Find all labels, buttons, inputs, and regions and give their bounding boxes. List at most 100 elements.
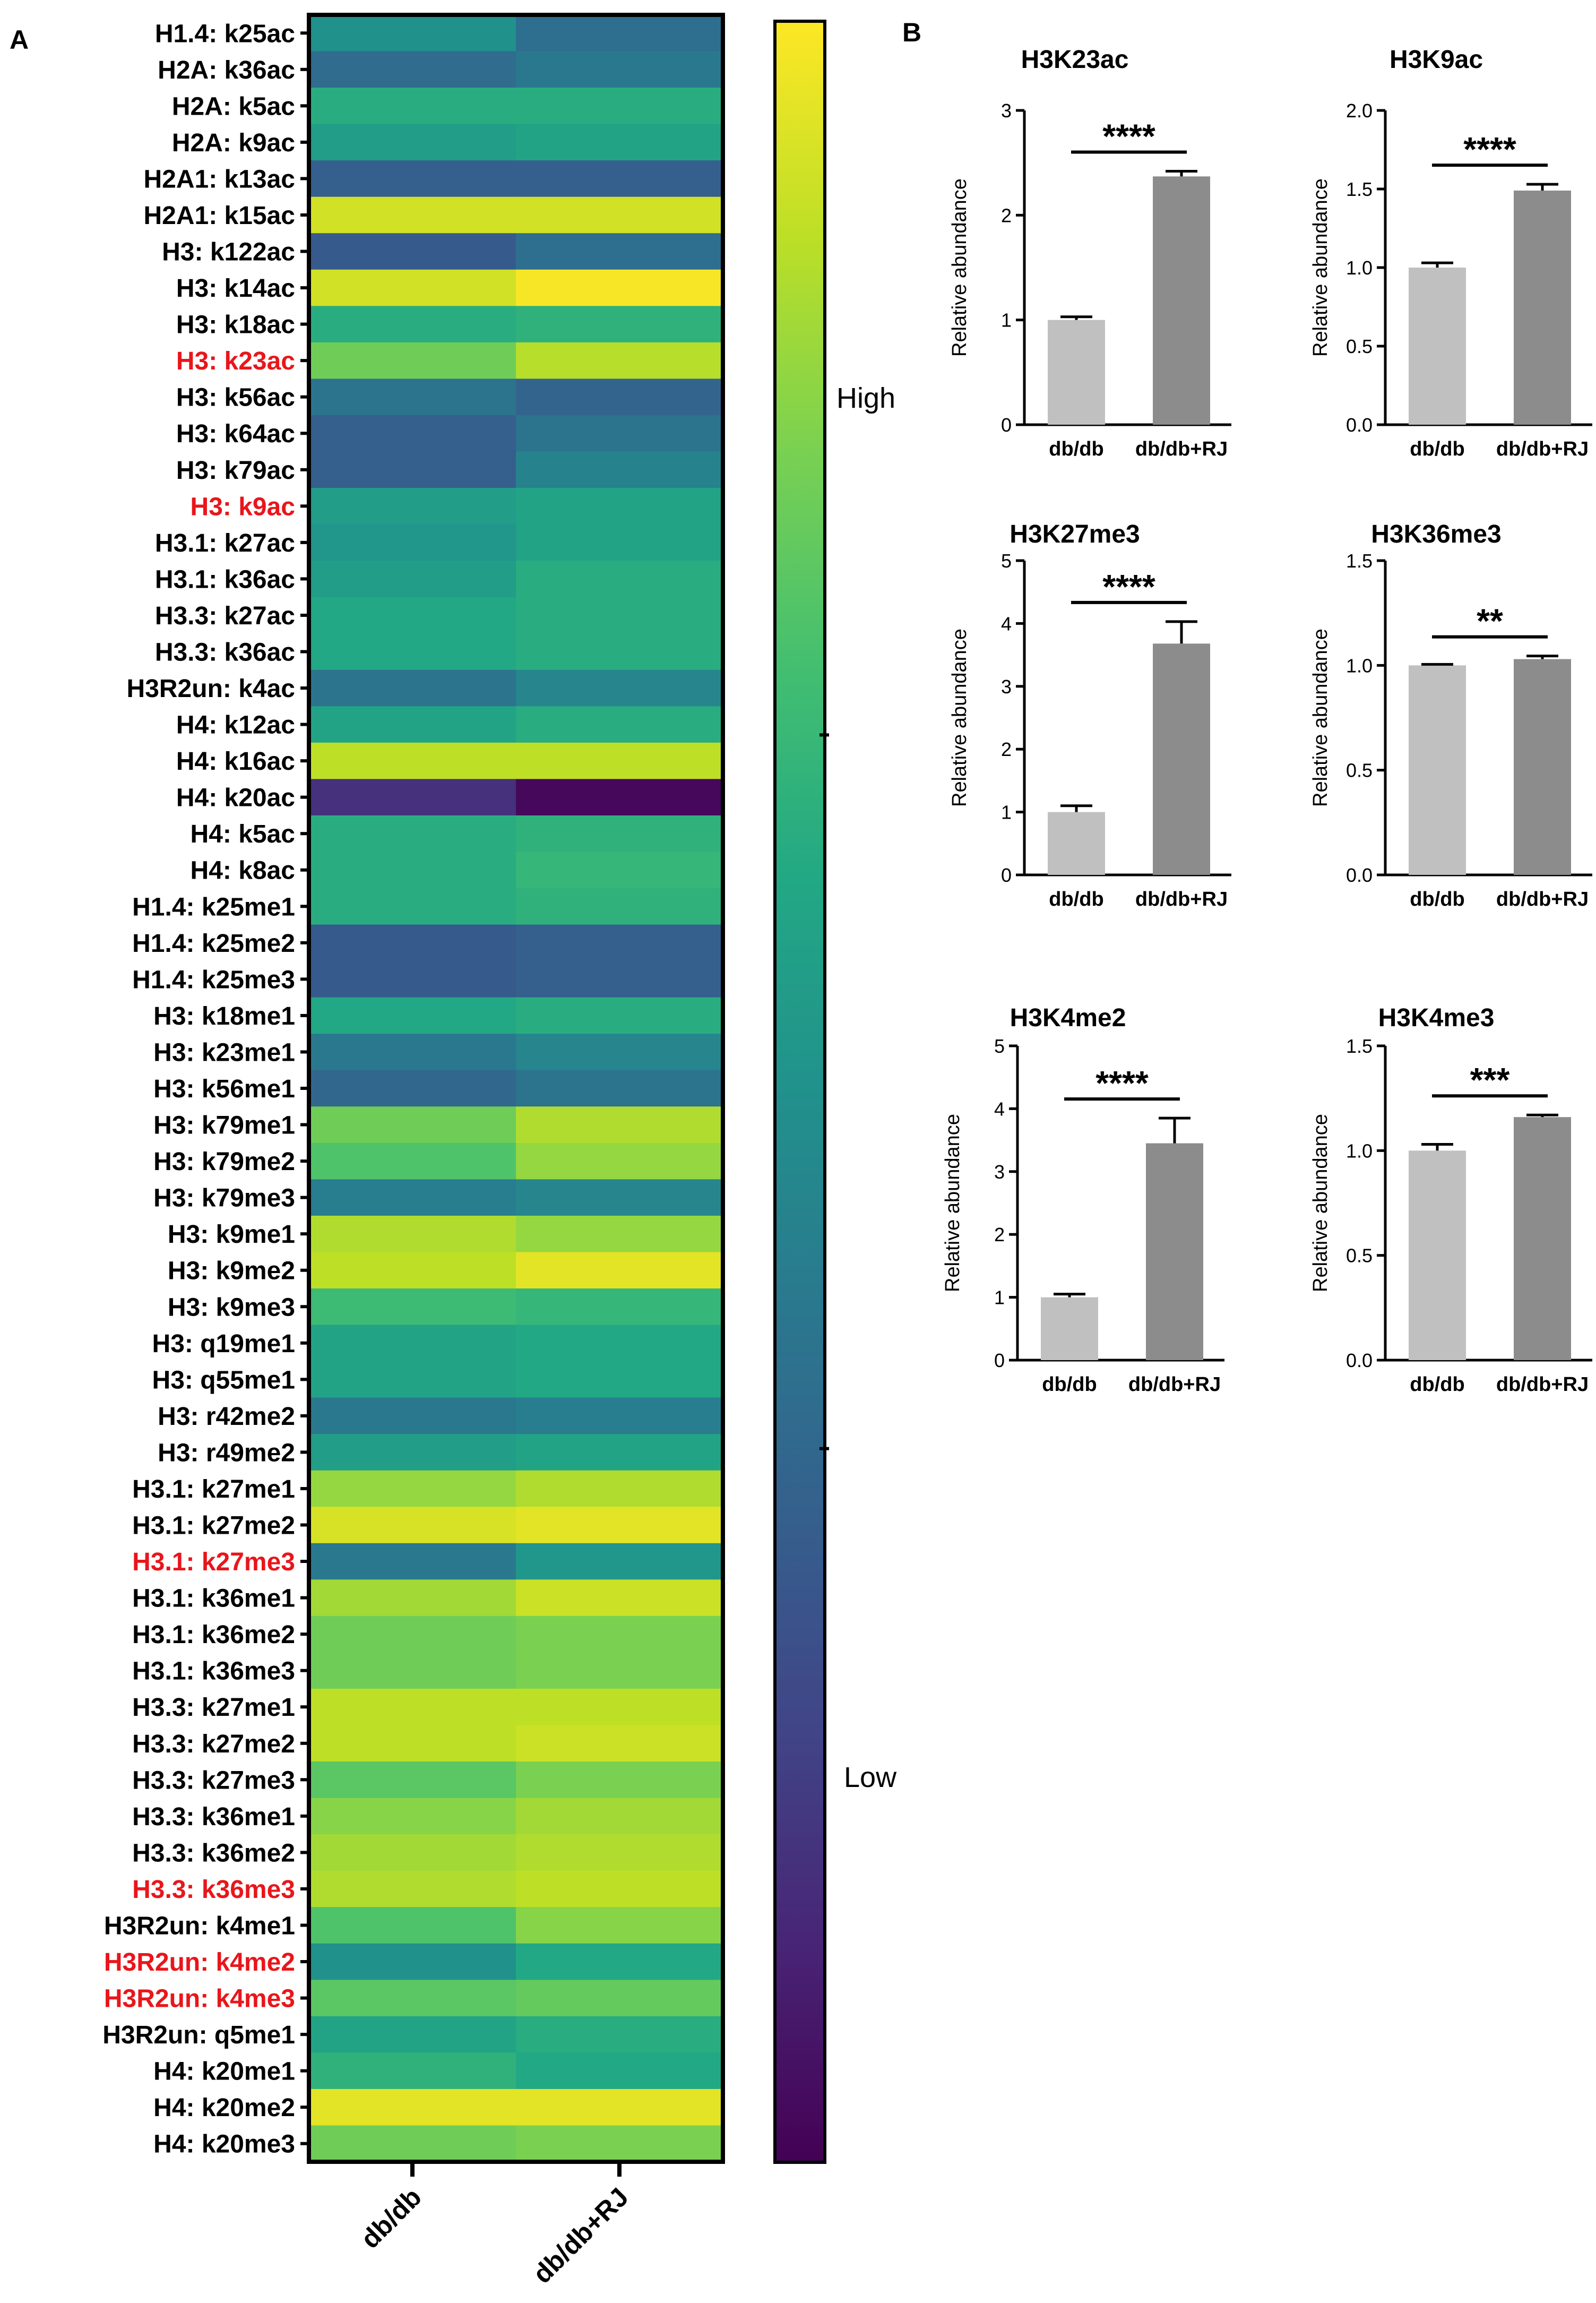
heatmap-cell [309,1980,516,2017]
heatmap-cell [516,2125,723,2162]
y-axis-label: Relative abundance [948,629,971,807]
bar-treated [1153,643,1210,875]
heatmap-cell [516,742,723,779]
y-tick-label: 1 [994,1287,1005,1309]
heatmap-cell [516,633,723,671]
heatmap-cell [309,196,516,234]
heatmap-cell [516,1179,723,1216]
heatmap-cell [516,1215,723,1253]
colorbar-scale [773,20,826,2164]
heatmap-cell [516,1834,723,1871]
heatmap-cell [516,852,723,889]
column-label: db/db [355,2182,427,2254]
row-label: H1.4: k25me2 [132,930,295,958]
y-tick-label: 1.5 [1346,178,1373,200]
heatmap-cell [309,88,516,125]
row-label: H4: k16ac [176,747,295,776]
x-category-label: db/db [1049,888,1103,910]
heatmap-cell [309,1215,516,1253]
row-label: H3.3: k36me3 [132,1876,295,1904]
bar-chart-h3k23ac: H3K23ac 0 1 2 3 Relative abundance db/db db/db+… [948,46,1231,460]
row-label: H3.1: k27me2 [132,1512,295,1540]
y-axis-label: Relative abundance [1309,178,1332,357]
heatmap-cell [309,1325,516,1362]
heatmap-cell [516,524,723,561]
row-label: H2A: k5ac [172,92,295,121]
heatmap-cell [309,633,516,671]
heatmap-cell [309,269,516,306]
heatmap-cell [309,2125,516,2162]
heatmap-cell [516,1361,723,1398]
row-label: H2A1: k15ac [143,202,295,230]
heatmap-cell [516,306,723,343]
heatmap-cell [309,1798,516,1835]
heatmap-cell [516,1507,723,1544]
row-label: H3: k79me1 [153,1112,295,1140]
row-label: H3: k9ac [191,493,295,521]
row-label: H4: k12ac [176,711,295,740]
row-label: H3.1: k36me2 [132,1621,295,1649]
heatmap-cell [309,415,516,452]
row-label: H3.3: k27ac [155,602,295,630]
heatmap-cell [516,1579,723,1617]
heatmap-cell [309,852,516,889]
row-label: H3R2un: q5me1 [102,2021,295,2049]
heatmap-cell [309,124,516,161]
heatmap-cell [516,1652,723,1689]
chart-title: H3K27me3 [1010,520,1140,548]
row-label: H3: k23ac [176,347,295,375]
heatmap-cell [516,160,723,197]
heatmap-cell [516,233,723,270]
y-tick-label: 0.5 [1346,336,1373,357]
row-label: H3: q19me1 [152,1330,295,1358]
y-axis-label: Relative abundance [1309,1114,1332,1292]
bar-chart-h3k4me2: H3K4me2 0 1 2 3 4 5 Relative abundance db/db db/d… [942,1004,1224,1396]
bar-control [1409,1150,1466,1360]
heatmap-cell [516,1870,723,1907]
heatmap-cell [309,888,516,925]
row-label: H4: k20me2 [153,2094,295,2122]
bar-control [1048,812,1105,875]
heatmap-cell [516,1907,723,1944]
row-label: H2A: k36ac [158,56,295,84]
bar-treated [1514,659,1571,875]
heatmap-cell [309,924,516,961]
heatmap-cell [516,1325,723,1362]
heatmap-cell [516,15,723,52]
heatmap-cell [516,1034,723,1071]
chart-title: H3K23ac [1021,46,1129,74]
heatmap-cell [516,196,723,234]
heatmap-cell [516,815,723,853]
significance-stars: **** [1102,117,1155,155]
heatmap-cell [516,1070,723,1107]
heatmap-cell [516,2016,723,2053]
heatmap: H1.4: k25ac H2A: k36ac H2A: k5ac H2A: k9ac H… [102,13,725,2289]
heatmap-cell [516,1470,723,1507]
heatmap-cell [309,1834,516,1871]
row-label: H3: k79me2 [153,1148,295,1176]
chart-title: H3K4me3 [1378,1004,1495,1032]
row-label: H3.3: k36me1 [132,1803,295,1831]
bar-charts: H3K23ac 0 1 2 3 Relative abundance db/db db/db+… [942,46,1592,1396]
heatmap-cell [309,597,516,634]
x-category-label: db/db [1410,438,1464,460]
colorbar-low-label: Low [844,1761,897,1793]
y-axis-label: Relative abundance [948,178,971,357]
y-tick-label: 1.0 [1346,257,1373,279]
x-category-label: db/db+RJ [1128,1373,1221,1396]
heatmap-cell [309,342,516,380]
heatmap-cell [516,1943,723,1980]
significance-stars: *** [1470,1061,1510,1099]
heatmap-cell [309,815,516,853]
row-label: H3.1: k27me1 [132,1475,295,1503]
x-category-label: db/db+RJ [1135,438,1228,460]
row-label: H4: k20me1 [153,2058,295,2086]
heatmap-cell [309,1034,516,1071]
y-tick-label: 0.0 [1346,1350,1373,1371]
heatmap-cell [309,306,516,343]
heatmap-cell [309,488,516,525]
heatmap-cell [516,2089,723,2126]
y-tick-label: 0.5 [1346,760,1373,781]
heatmap-cell [516,1106,723,1144]
